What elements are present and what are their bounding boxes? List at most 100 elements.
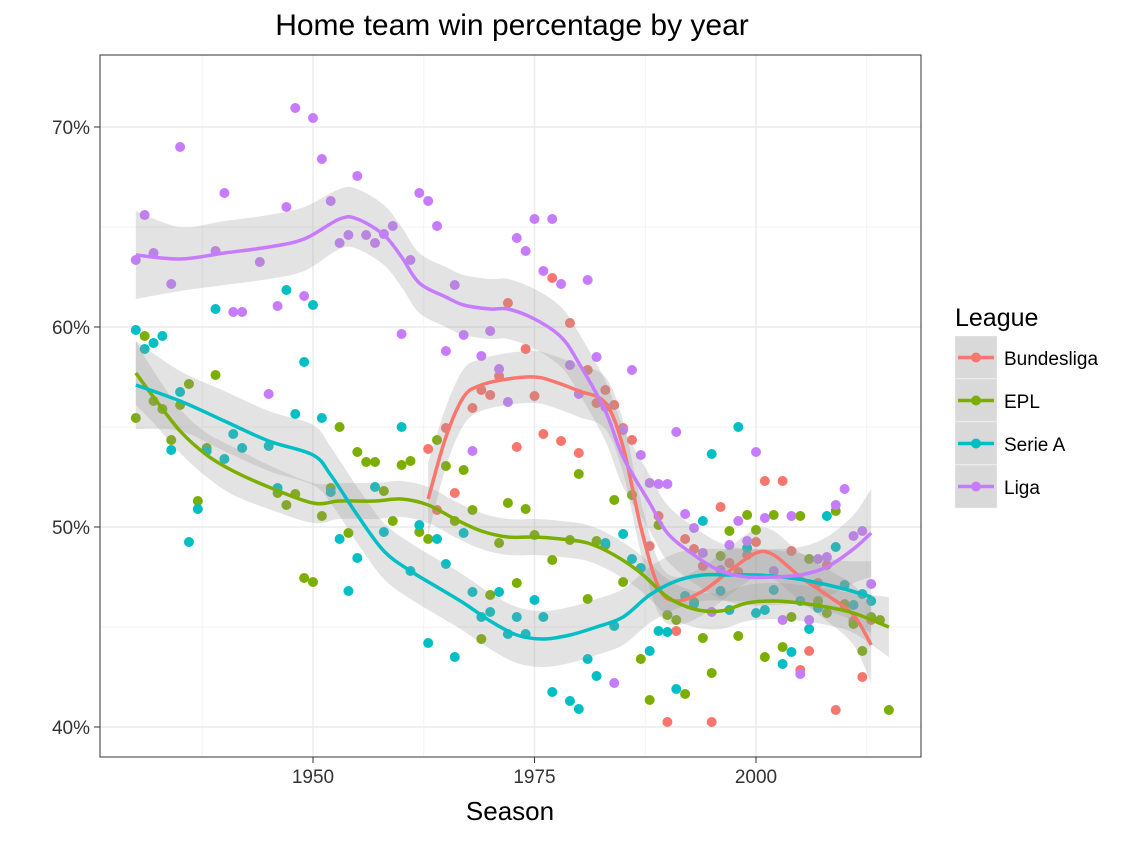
- data-point-epl: [644, 695, 655, 705]
- data-point-liga: [688, 523, 699, 533]
- data-point-liga: [139, 210, 150, 220]
- data-point-liga: [325, 196, 336, 206]
- data-point-liga: [786, 511, 797, 521]
- data-point-liga: [414, 188, 425, 198]
- data-point-liga: [609, 678, 620, 688]
- data-point-serie-a: [432, 534, 443, 544]
- data-point-epl: [502, 498, 513, 508]
- data-point-epl: [130, 413, 141, 423]
- data-point-epl: [210, 370, 221, 380]
- legend-label: EPL: [1004, 392, 1040, 413]
- data-point-liga: [219, 188, 230, 198]
- data-point-epl: [786, 612, 797, 622]
- legend-label: Bundesliga: [1004, 349, 1098, 370]
- data-point-liga: [494, 364, 505, 374]
- data-point-epl: [183, 379, 194, 389]
- data-point-liga: [777, 615, 788, 625]
- data-point-epl: [804, 554, 815, 564]
- data-point-epl: [821, 608, 832, 618]
- data-point-serie-a: [183, 537, 194, 547]
- data-point-bundesliga: [751, 537, 761, 547]
- data-point-serie-a: [830, 542, 841, 552]
- confidence-band-serie-a: [135, 341, 872, 667]
- data-point-serie-a: [423, 638, 434, 648]
- data-point-epl: [609, 495, 620, 505]
- legend-label: Liga: [1004, 478, 1040, 499]
- data-point-liga: [591, 352, 602, 362]
- data-point-epl: [281, 500, 292, 510]
- data-point-liga: [237, 307, 248, 317]
- data-point-epl: [361, 457, 372, 467]
- data-point-bundesliga: [556, 436, 567, 446]
- data-point-serie-a: [786, 647, 797, 657]
- smooth-line-bundesliga: [426, 375, 873, 646]
- data-point-liga: [485, 326, 496, 336]
- data-point-serie-a: [210, 304, 221, 314]
- confidence-band-bundesliga: [428, 350, 872, 683]
- data-point-epl: [308, 577, 318, 587]
- data-point-epl: [680, 689, 691, 699]
- data-point-serie-a: [228, 429, 239, 439]
- x-tick-label: 1950: [292, 767, 334, 788]
- data-point-epl: [768, 510, 779, 520]
- data-point-epl: [494, 538, 505, 548]
- data-point-liga: [423, 196, 434, 206]
- data-point-liga: [653, 479, 664, 489]
- data-point-liga: [556, 279, 567, 289]
- data-point-liga: [272, 301, 283, 311]
- data-point-epl: [334, 422, 345, 432]
- data-point-bundesliga: [423, 444, 434, 454]
- data-point-serie-a: [139, 344, 150, 354]
- data-point-liga: [458, 330, 469, 340]
- data-point-epl: [378, 486, 389, 496]
- data-point-serie-a: [396, 422, 407, 432]
- data-point-epl: [139, 331, 150, 341]
- data-point-liga: [751, 447, 761, 457]
- smooth-line-serie-a: [135, 383, 872, 641]
- data-point-bundesliga: [830, 705, 841, 715]
- data-point-liga: [440, 346, 451, 356]
- data-point-liga: [804, 615, 815, 625]
- data-point-liga: [759, 513, 770, 523]
- data-point-epl: [396, 460, 407, 470]
- data-point-epl: [573, 469, 584, 479]
- data-point-liga: [644, 478, 655, 488]
- data-point-serie-a: [175, 387, 186, 397]
- data-point-serie-a: [308, 300, 318, 310]
- data-point-liga: [724, 540, 735, 550]
- data-point-serie-a: [582, 654, 593, 664]
- data-point-epl: [759, 652, 770, 662]
- data-point-liga: [299, 291, 310, 301]
- x-tick-label: 2000: [735, 767, 777, 788]
- data-point-liga: [529, 214, 540, 224]
- data-point-liga: [830, 500, 841, 510]
- data-point-serie-a: [564, 696, 575, 706]
- x-axis-label: Season: [466, 796, 554, 826]
- data-point-liga: [290, 103, 301, 113]
- data-point-serie-a: [148, 338, 159, 348]
- data-point-epl: [883, 705, 894, 715]
- data-point-liga: [511, 233, 522, 243]
- data-point-serie-a: [644, 646, 655, 656]
- chart-title: Home team win percentage by year: [275, 9, 749, 42]
- data-point-epl: [751, 525, 761, 535]
- data-point-bundesliga: [626, 435, 637, 445]
- data-point-bundesliga: [857, 672, 868, 682]
- data-point-serie-a: [600, 538, 611, 548]
- data-point-liga: [316, 154, 327, 164]
- data-point-liga: [680, 509, 691, 519]
- data-point-epl: [370, 457, 381, 467]
- y-tick-label: 50%: [52, 518, 90, 539]
- smooth-line-epl: [134, 371, 890, 629]
- data-point-serie-a: [697, 516, 708, 526]
- data-point-epl: [511, 578, 522, 588]
- data-point-liga: [564, 360, 575, 370]
- data-point-epl: [423, 534, 434, 544]
- data-point-liga: [334, 238, 345, 248]
- data-point-bundesliga: [786, 546, 797, 556]
- data-point-epl: [387, 516, 398, 526]
- data-point-serie-a: [653, 626, 664, 636]
- data-point-epl: [485, 590, 496, 600]
- data-point-serie-a: [414, 520, 425, 530]
